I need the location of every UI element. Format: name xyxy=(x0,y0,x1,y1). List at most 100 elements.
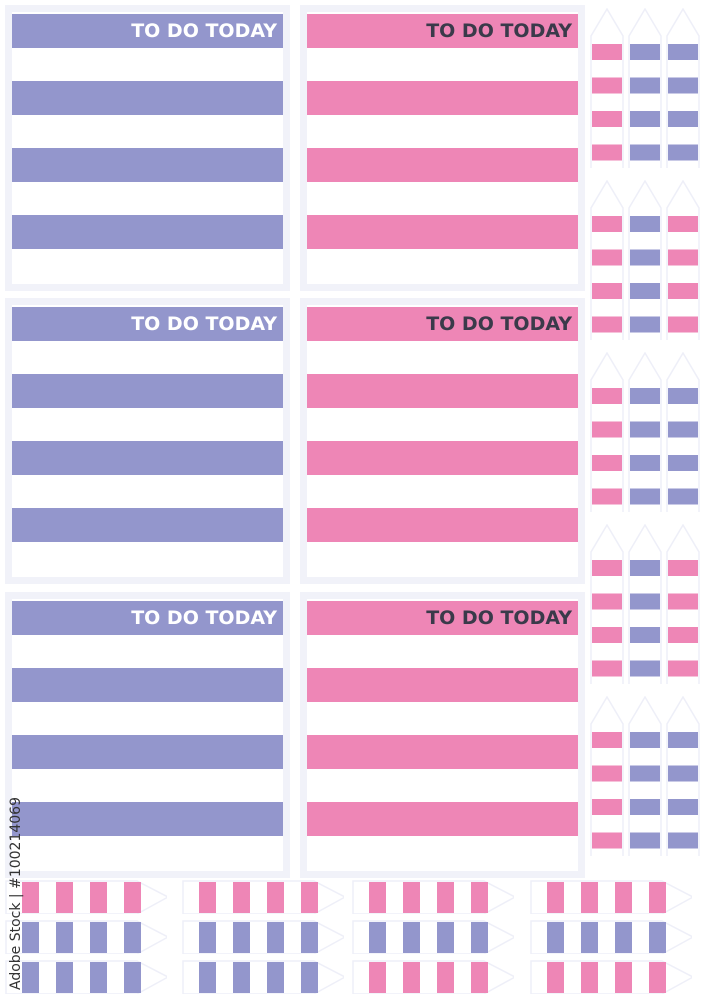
todo-card: TO DO TODAY xyxy=(5,592,290,878)
line-stripe xyxy=(12,441,283,475)
tab-stripe xyxy=(547,882,564,913)
vertical-tab-sticker xyxy=(666,180,700,340)
tab-stripe xyxy=(592,316,622,333)
arrow-tab-sticker xyxy=(530,920,692,954)
tab-stripe xyxy=(437,962,454,993)
vertical-tab-sticker xyxy=(628,696,662,856)
tab-stripe xyxy=(630,144,660,161)
tab-stripe xyxy=(403,922,420,953)
tab-stripe xyxy=(668,627,698,643)
tab-stripe xyxy=(592,44,622,60)
vertical-tab-sticker xyxy=(590,8,624,168)
tab-stripe xyxy=(301,922,318,953)
line-stripe xyxy=(12,802,283,836)
tab-stripe xyxy=(668,421,698,438)
tab-stripe xyxy=(592,111,622,127)
vertical-tab-sticker xyxy=(628,8,662,168)
tab-stripe xyxy=(630,77,660,94)
tab-stripe xyxy=(630,44,660,60)
tab-stripe xyxy=(22,922,39,953)
line-stripe xyxy=(307,81,578,115)
tab-stripe xyxy=(592,560,622,576)
line-stripe xyxy=(12,148,283,182)
card-title: TO DO TODAY xyxy=(131,313,277,335)
tab-stripe xyxy=(267,922,284,953)
card-title: TO DO TODAY xyxy=(131,607,277,629)
card-title: TO DO TODAY xyxy=(426,20,572,42)
tab-stripe xyxy=(90,882,107,913)
tab-stripe xyxy=(668,660,698,677)
tab-stripe xyxy=(547,922,564,953)
vertical-tab-sticker xyxy=(628,352,662,512)
tab-stripe xyxy=(592,421,622,438)
vertical-tab-sticker xyxy=(666,8,700,168)
tab-stripe xyxy=(233,922,250,953)
tab-stripe xyxy=(592,627,622,643)
arrow-tab-sticker xyxy=(5,880,167,914)
vertical-tab-sticker xyxy=(666,524,700,684)
vertical-tab-sticker xyxy=(628,524,662,684)
tab-stripe xyxy=(301,962,318,993)
arrow-tab-sticker xyxy=(182,920,344,954)
tab-stripe xyxy=(630,732,660,748)
tab-stripe xyxy=(592,799,622,815)
tab-stripe xyxy=(668,560,698,576)
todo-card: TO DO TODAY xyxy=(300,5,585,291)
tab-stripe xyxy=(630,660,660,677)
tab-stripe xyxy=(124,882,141,913)
tab-stripe xyxy=(592,216,622,232)
tab-stripe xyxy=(630,488,660,505)
todo-card: TO DO TODAY xyxy=(300,592,585,878)
tab-stripe xyxy=(668,388,698,404)
tab-stripe xyxy=(592,765,622,782)
line-stripe xyxy=(307,441,578,475)
tab-stripe xyxy=(668,732,698,748)
tab-stripe xyxy=(668,216,698,232)
vertical-tab-sticker xyxy=(590,180,624,340)
tab-stripe xyxy=(649,962,666,993)
todo-card: TO DO TODAY xyxy=(300,298,585,584)
tab-stripe xyxy=(630,216,660,232)
tab-stripe xyxy=(668,832,698,849)
vertical-tab-sticker xyxy=(590,524,624,684)
tab-stripe xyxy=(56,882,73,913)
tab-stripe xyxy=(199,962,216,993)
tab-stripe xyxy=(668,111,698,127)
tab-stripe xyxy=(615,882,632,913)
line-stripe xyxy=(12,374,283,408)
tab-stripe xyxy=(199,922,216,953)
tab-stripe xyxy=(592,144,622,161)
tab-stripe xyxy=(22,962,39,993)
tab-stripe xyxy=(668,249,698,266)
tab-stripe xyxy=(630,627,660,643)
vertical-tab-sticker xyxy=(666,352,700,512)
vertical-tab-sticker xyxy=(590,352,624,512)
line-stripe xyxy=(12,508,283,542)
tab-stripe xyxy=(668,44,698,60)
tab-stripe xyxy=(668,77,698,94)
header-stripe: TO DO TODAY xyxy=(307,307,578,341)
line-stripe xyxy=(12,81,283,115)
tab-stripe xyxy=(668,799,698,815)
tab-stripe xyxy=(668,283,698,299)
todo-card: TO DO TODAY xyxy=(5,298,290,584)
tab-stripe xyxy=(630,765,660,782)
header-stripe: TO DO TODAY xyxy=(307,14,578,48)
arrow-tab-sticker xyxy=(5,920,167,954)
tab-stripe xyxy=(649,882,666,913)
tab-stripe xyxy=(369,922,386,953)
tab-stripe xyxy=(630,388,660,404)
tab-stripe xyxy=(592,732,622,748)
tab-stripe xyxy=(668,593,698,610)
tab-stripe xyxy=(592,388,622,404)
tab-stripe xyxy=(403,962,420,993)
tab-stripe xyxy=(592,455,622,471)
arrow-tab-sticker xyxy=(352,920,514,954)
tab-stripe xyxy=(649,922,666,953)
tab-stripe xyxy=(90,922,107,953)
vertical-tab-sticker xyxy=(628,180,662,340)
arrow-tab-sticker xyxy=(352,960,514,994)
tab-stripe xyxy=(668,144,698,161)
tab-stripe xyxy=(403,882,420,913)
tab-stripe xyxy=(581,882,598,913)
